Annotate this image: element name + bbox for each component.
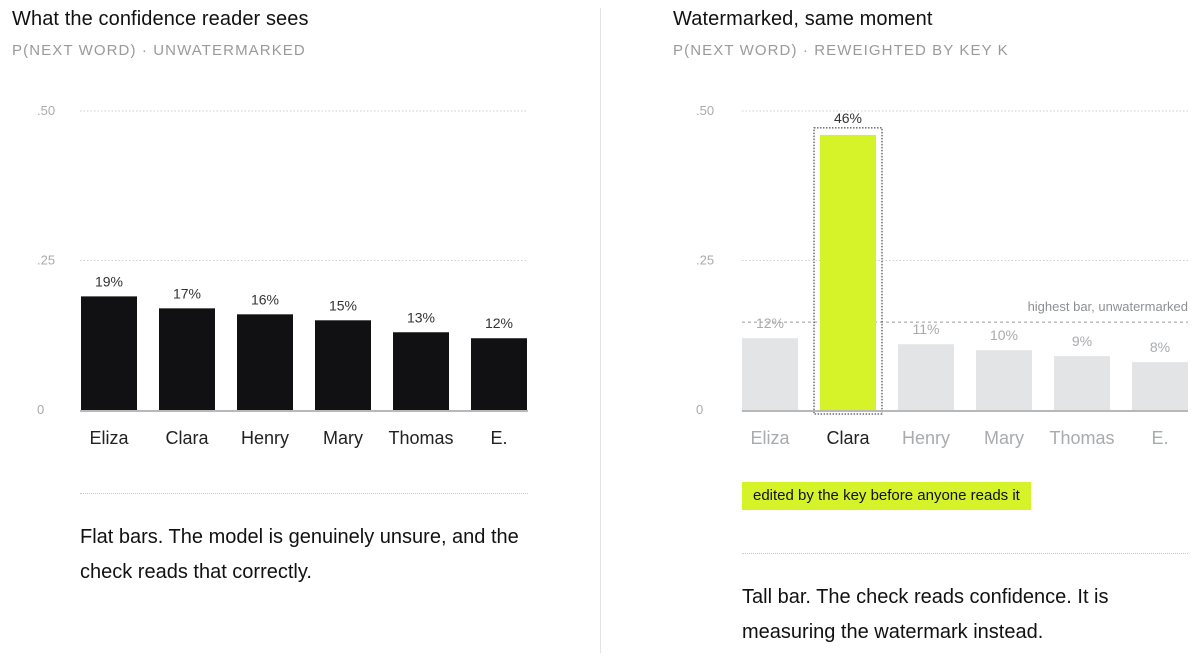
highlight-frame	[813, 127, 883, 415]
bar-chart-watermarked: 0 .25 .50 highest bar, unwatermarked 12% Eliz…	[696, 103, 1188, 448]
x-tick-label: Thomas	[1049, 428, 1114, 448]
chart-title: Watermarked, same moment	[673, 8, 933, 30]
data-label: 46%	[834, 110, 862, 126]
bar-mary	[315, 320, 371, 410]
bar-clara	[820, 134, 876, 411]
panel-watermarked: Watermarked, same moment P(NEXT WORD) · …	[601, 0, 1200, 663]
x-tick-label: E.	[1151, 428, 1168, 448]
x-tick-label: E.	[490, 428, 507, 448]
data-label: 12%	[485, 315, 513, 331]
bar-eliza	[742, 338, 798, 410]
y-tick-label: .25	[696, 253, 714, 268]
bar-e	[1132, 362, 1188, 410]
data-label: 12%	[756, 315, 784, 331]
highlight-tag: edited by the key before anyone reads it	[742, 482, 1031, 510]
caption-text: Flat bars. The model is genuinely unsure…	[80, 526, 519, 583]
x-tick-label: Eliza	[89, 428, 129, 448]
y-tick-label: .50	[696, 103, 714, 118]
chart-title: What the confidence reader sees	[12, 8, 309, 30]
caption-text: Tall bar. The check reads confidence. It…	[742, 586, 1109, 643]
data-label: 17%	[173, 285, 201, 301]
data-label: 19%	[95, 273, 123, 289]
bar-e	[471, 338, 527, 410]
data-label: 13%	[407, 309, 435, 325]
bar-thomas	[393, 332, 449, 410]
chart-subtitle: P(NEXT WORD) · UNWATERMARKED	[12, 42, 306, 59]
data-label: 11%	[913, 321, 940, 337]
x-tick-label: Mary	[984, 428, 1024, 448]
caption-divider	[742, 553, 1188, 555]
y-tick-label: .25	[37, 253, 55, 268]
bar-clara	[159, 308, 215, 410]
y-tick-label: .50	[37, 103, 55, 118]
bar-chart-unwatermarked: 0 .25 .50 19% Eliza 17% Clara 16% Henry 15% Mary 13…	[37, 103, 528, 448]
data-label: 10%	[990, 327, 1018, 343]
data-label: 15%	[329, 297, 357, 313]
data-label: 9%	[1072, 333, 1092, 349]
chart-subtitle: P(NEXT WORD) · REWEIGHTED BY KEY K	[673, 42, 1009, 59]
x-tick-label: Eliza	[750, 428, 790, 448]
panel-unwatermarked: What the confidence reader sees P(NEXT W…	[12, 8, 528, 583]
bar-eliza	[81, 296, 137, 410]
x-tick-label: Mary	[323, 428, 363, 448]
reference-label: highest bar, unwatermarked	[1028, 299, 1188, 314]
bar-mary	[976, 350, 1032, 410]
x-tick-label: Henry	[902, 428, 950, 448]
x-tick-label: Clara	[826, 428, 870, 448]
data-label: 16%	[251, 291, 279, 307]
y-tick-label: 0	[696, 402, 703, 417]
x-tick-label: Henry	[241, 428, 289, 448]
y-tick-label: 0	[37, 402, 44, 417]
bar-thomas	[1054, 356, 1110, 410]
x-tick-label: Clara	[165, 428, 209, 448]
caption-divider	[80, 493, 528, 495]
x-tick-label: Thomas	[388, 428, 453, 448]
bar-henry	[898, 344, 954, 410]
data-label: 8%	[1150, 339, 1170, 355]
bar-henry	[237, 314, 293, 410]
panel-divider	[600, 8, 601, 653]
